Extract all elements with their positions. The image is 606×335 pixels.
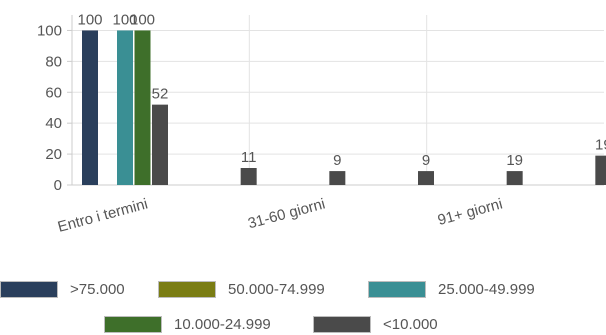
- bar-data-label: 9: [422, 152, 430, 169]
- bar: [329, 171, 346, 185]
- bar: [506, 171, 523, 185]
- bar: [240, 168, 257, 185]
- bar-data-label: 19: [506, 152, 523, 169]
- x-tick-label: 91+ giorni: [436, 195, 504, 229]
- bar: [152, 104, 168, 185]
- bar: [82, 30, 98, 186]
- y-tick-label: 40: [45, 115, 62, 132]
- bar-data-label: 100: [77, 11, 102, 28]
- bar-data-label: 19: [595, 137, 606, 154]
- bar-data-label: 9: [333, 152, 341, 169]
- y-tick-label: 20: [45, 146, 62, 163]
- bar: [134, 30, 151, 186]
- y-tick-label: 0: [54, 177, 62, 194]
- y-tick-label: 80: [45, 53, 62, 70]
- bar: [418, 171, 434, 185]
- x-tick-label: Entro i termini: [56, 195, 150, 235]
- bar-data-label: 100: [112, 11, 137, 28]
- bar-data-label: 11: [241, 149, 257, 166]
- bar-data-label: 52: [152, 86, 169, 103]
- x-tick-label: 31-60 giorni: [246, 195, 327, 232]
- y-tick-label: 60: [45, 84, 62, 101]
- bar: [117, 30, 133, 186]
- bar: [595, 155, 606, 185]
- y-tick-label: 100: [37, 22, 62, 39]
- bar-data-label: 100: [130, 11, 155, 28]
